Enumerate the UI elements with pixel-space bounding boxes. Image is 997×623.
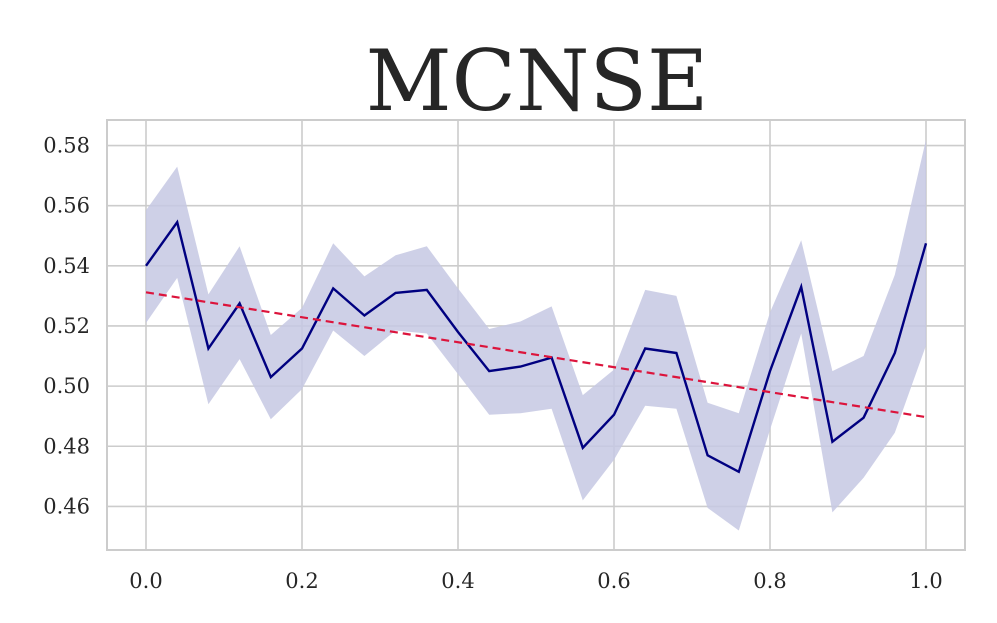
y-axis-ticks: 0.46 0.48 0.50 0.52 0.54 0.56 0.58 — [43, 134, 90, 519]
y-tick-label: 0.46 — [43, 494, 90, 518]
x-axis-ticks: 0.0 0.2 0.4 0.6 0.8 1.0 — [129, 569, 942, 593]
trend-line — [145, 291, 927, 419]
x-tick-label: 0.2 — [285, 569, 318, 593]
y-tick-label: 0.54 — [43, 254, 90, 278]
x-tick-label: 1.0 — [909, 569, 942, 593]
mean-line — [145, 219, 928, 474]
y-tick-label: 0.50 — [43, 374, 90, 398]
plot-frame — [106, 119, 966, 551]
y-tick-label: 0.48 — [43, 434, 90, 458]
y-tick-label: 0.56 — [43, 194, 90, 218]
y-tick-label: 0.52 — [43, 314, 90, 338]
x-tick-label: 0.6 — [597, 569, 630, 593]
x-tick-label: 0.0 — [129, 569, 162, 593]
x-tick-label: 0.8 — [753, 569, 786, 593]
plot-area — [106, 119, 966, 551]
chart-title: MCNSE — [366, 32, 709, 130]
x-tick-label: 0.4 — [441, 569, 474, 593]
y-tick-label: 0.58 — [43, 134, 90, 158]
confidence-band — [146, 139, 926, 531]
